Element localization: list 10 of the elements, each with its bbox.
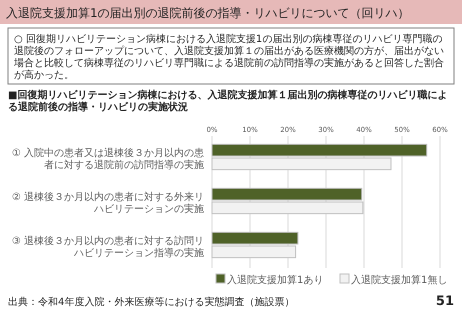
legend-label: 入退院支援加算1あり (227, 274, 324, 286)
text: ■回復期リハビリテーション病棟における、入退院支援加算１届出別の病棟専従のリハビリ職による退院前後の指導・リハビリの実施状況 (8, 89, 448, 113)
y-tick-label: ③ 退棟後３か月以内の患者に対する訪問リハビリテーション指導の実施 (12, 235, 204, 259)
source-note: 出典：令和4年度入院・外来医療等における実態調査（施設票） (8, 296, 294, 308)
chart-subtitle: ○ 回復期リハビリテーション病棟における入退院支援1の届出別の病棟専従のリハビリ専門職の退院後のフォローアップについて、入退院支援加算１の届出がある医療機関の方が、届出がない場合と比較して病棟専従のリハビリ専門職による退院前の訪問指導の実施があると回答した割合が高かった。 (13, 33, 444, 81)
legend-label: 入退院支援加算1無し (351, 274, 448, 286)
text: 51 (436, 294, 454, 309)
y-tick-label: ① 入院中の患者又は退棟後３か月以内の患者に対する退院前の訪問指導の実施 (12, 147, 204, 171)
y-tick-label: ② 退棟後３か月以内の患者に対する外来リハビリテーションの実施 (12, 191, 204, 215)
chart-title: 入退院支援加算1の届出別の退院前後の指導・リハビリについて（回リハ） (6, 6, 410, 20)
